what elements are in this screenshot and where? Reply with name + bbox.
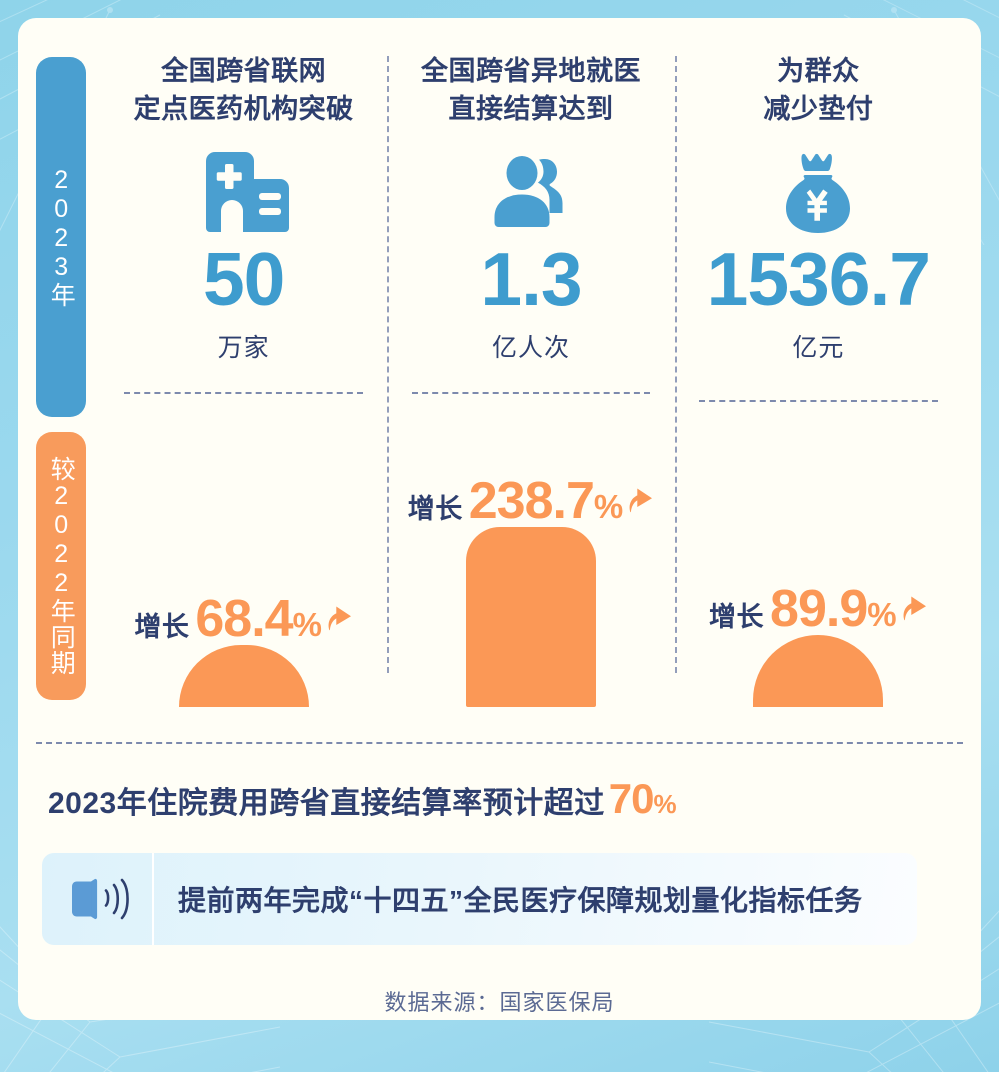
money-bag-icon (774, 141, 862, 237)
growth-value: 238.7% (468, 472, 623, 530)
arrow-up-icon (629, 488, 653, 513)
column-unit: 万家 (217, 334, 270, 363)
side-tab-year: 2023年 (36, 57, 86, 417)
growth-bar (753, 635, 884, 707)
column-divider (124, 392, 363, 395)
column-divider (411, 392, 651, 395)
column-value: 1.3 (480, 236, 582, 321)
growth-label: 增长 (134, 612, 190, 642)
growth-value: 89.9% (770, 580, 897, 638)
arrow-up-icon (903, 596, 926, 621)
column-value: 1536.7 (706, 236, 931, 321)
column-unit: 亿元 (792, 334, 845, 363)
callout-banner-text: 提前两年完成“十四五”全民医疗保障规划量化指标任务 (178, 885, 863, 916)
column-top-block: 全国跨省异地就医 直接结算达到 1.3 亿人次 (387, 52, 674, 364)
data-column-savings: 为群众 减少垫付 1536.7 亿元 增长 (674, 52, 962, 707)
column-title: 为群众 减少垫付 (763, 56, 874, 125)
section-divider (36, 742, 963, 744)
growth-row: 增长 238.7% (408, 475, 654, 527)
headline: 2023年住院费用跨省直接结算率预计超过 70% (48, 775, 677, 822)
growth-row: 增长 89.9% (709, 583, 928, 635)
growth-label: 增长 (407, 494, 463, 524)
data-columns: 全国跨省联网 定点医药机构突破 50 万家 (100, 52, 962, 707)
two-people-icon (482, 141, 580, 237)
megaphone-icon (42, 853, 154, 945)
column-value: 50 (202, 236, 285, 321)
side-tab-compare-label: 较2022年同期 (47, 456, 76, 676)
growth-row: 增长 68.4% (134, 593, 353, 645)
column-growth-block: 增长 89.9% (675, 402, 962, 707)
column-growth-block: 增长 238.7% (387, 394, 674, 707)
data-column-settlements: 全国跨省异地就医 直接结算达到 1.3 亿人次 (387, 52, 674, 707)
arrow-up-icon (328, 606, 351, 631)
column-growth-block: 增长 68.4% (100, 394, 387, 707)
column-title: 全国跨省联网 定点医药机构突破 (133, 56, 354, 125)
column-divider (699, 400, 938, 403)
side-tab-compare: 较2022年同期 (36, 432, 86, 700)
source-note: 数据来源：国家医保局 (384, 990, 615, 1015)
hospital-icon (198, 141, 290, 237)
growth-bar (465, 527, 596, 707)
headline-text: 2023年住院费用跨省直接结算率预计超过 (48, 787, 605, 820)
column-title: 全国跨省异地就医 直接结算达到 (420, 56, 641, 125)
growth-bar (178, 645, 309, 707)
growth-label: 增长 (709, 602, 765, 632)
column-unit: 亿人次 (491, 334, 570, 363)
headline-highlight: 70% (608, 775, 677, 822)
column-top-block: 全国跨省联网 定点医药机构突破 50 万家 (100, 52, 387, 364)
callout-banner: 提前两年完成“十四五”全民医疗保障规划量化指标任务 (42, 853, 917, 945)
growth-value: 68.4% (195, 590, 322, 648)
side-tab-year-label: 2023年 (47, 166, 76, 308)
data-column-hospitals: 全国跨省联网 定点医药机构突破 50 万家 (100, 52, 387, 707)
column-top-block: 为群众 减少垫付 1536.7 亿元 (675, 52, 962, 364)
